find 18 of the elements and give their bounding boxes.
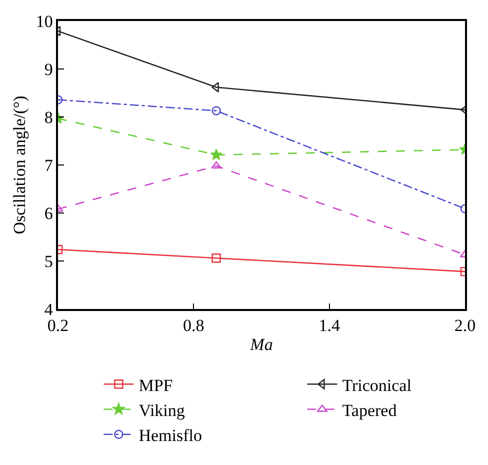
x-tick-label: 0.8 (183, 316, 204, 336)
x-axis-title: Ma (249, 335, 273, 354)
legend-label: Triconical (342, 376, 412, 395)
x-tick-label: 1.4 (318, 316, 340, 336)
legend-label: Viking (138, 400, 186, 420)
y-tick-label: 5 (44, 252, 53, 271)
y-tick-label: 7 (44, 156, 54, 175)
legend-label: MPF (138, 376, 173, 395)
y-tick-label: 6 (44, 204, 53, 223)
y-tick-label: 4 (44, 300, 54, 319)
y-axis-title: Oscillation angle/(°) (10, 96, 29, 234)
y-tick-label: 8 (44, 108, 53, 127)
x-tick-label: 0.2 (47, 316, 69, 336)
legend-label: Hemisflo (138, 426, 202, 445)
y-tick-label: 10 (36, 12, 53, 31)
x-tick-label: 2.0 (454, 316, 476, 336)
legend-label: Tapered (342, 400, 398, 420)
y-tick-label: 9 (44, 60, 53, 79)
